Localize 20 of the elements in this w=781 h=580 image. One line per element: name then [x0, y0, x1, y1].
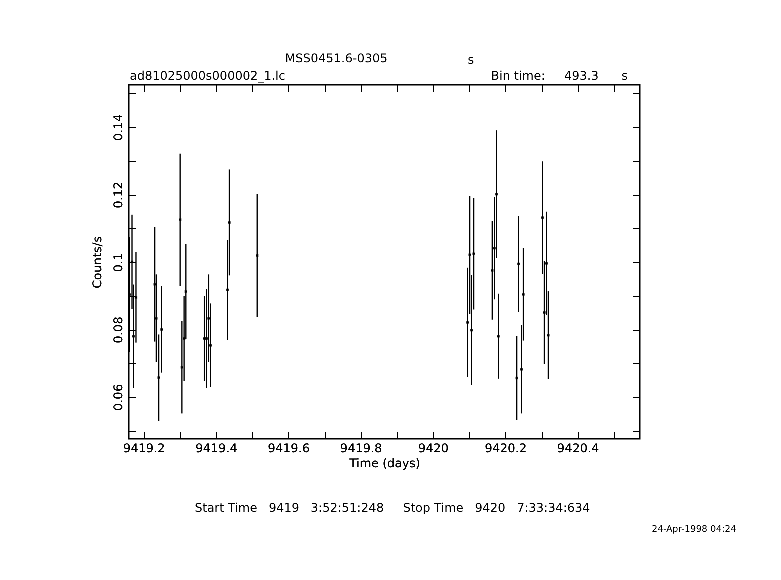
x-tick-label: 9420.2 [484, 442, 527, 456]
x-tick-label: 9419.8 [340, 442, 382, 456]
text: Start Time 9419 3:52:51:248 Stop Time 9420 7:33:34:634 [195, 501, 590, 515]
x-tick-label: 9420 [418, 442, 449, 456]
y-tick-label: 0.1 [112, 253, 126, 272]
x-axis-title: Time (days) [348, 456, 420, 470]
x-tick-label: 9419.2 [123, 442, 166, 456]
x-tick-label: 9420.4 [557, 442, 600, 456]
y-tick-label: 0.12 [112, 182, 126, 209]
text: Bin time: 493.3 s [491, 69, 628, 83]
chart-title: MSS0451.6-0305 [285, 52, 388, 66]
x-tick-label: 9419.6 [268, 442, 310, 456]
y-tick-label: 0.06 [112, 384, 126, 412]
text: 24-Apr-1998 04:24 [652, 524, 736, 537]
text: ad81025000s000002_1.lc [130, 69, 286, 83]
y-axis-title: Counts/s [90, 236, 104, 289]
x-tick-label: 9419.4 [196, 442, 238, 456]
y-tick-label: 0.08 [112, 316, 126, 344]
y-tick-label: 0.14 [112, 114, 126, 142]
text: s [468, 53, 474, 67]
